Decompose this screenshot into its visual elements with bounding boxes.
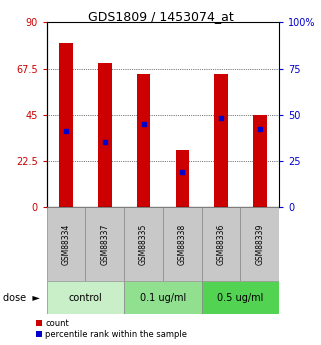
Bar: [85, 207, 124, 281]
Text: GDS1809 / 1453074_at: GDS1809 / 1453074_at: [88, 10, 233, 23]
Bar: [124, 281, 202, 314]
Bar: [47, 281, 124, 314]
Legend: count, percentile rank within the sample: count, percentile rank within the sample: [36, 319, 187, 339]
Text: control: control: [68, 293, 102, 303]
Text: GSM88335: GSM88335: [139, 224, 148, 265]
Text: GSM88337: GSM88337: [100, 224, 109, 265]
Bar: [253, 115, 267, 207]
Text: 0.1 ug/ml: 0.1 ug/ml: [140, 293, 186, 303]
Bar: [59, 43, 73, 207]
Text: GSM88338: GSM88338: [178, 224, 187, 265]
Bar: [98, 63, 111, 207]
Text: 0.5 ug/ml: 0.5 ug/ml: [217, 293, 264, 303]
Bar: [202, 207, 240, 281]
Text: GSM88334: GSM88334: [61, 224, 70, 265]
Bar: [176, 150, 189, 207]
Text: dose  ►: dose ►: [3, 293, 40, 303]
Text: GSM88339: GSM88339: [256, 224, 265, 265]
Bar: [163, 207, 202, 281]
Bar: [137, 74, 150, 207]
Bar: [240, 207, 279, 281]
Bar: [47, 207, 85, 281]
Text: GSM88336: GSM88336: [217, 224, 226, 265]
Bar: [202, 281, 279, 314]
Bar: [214, 74, 228, 207]
Bar: [124, 207, 163, 281]
